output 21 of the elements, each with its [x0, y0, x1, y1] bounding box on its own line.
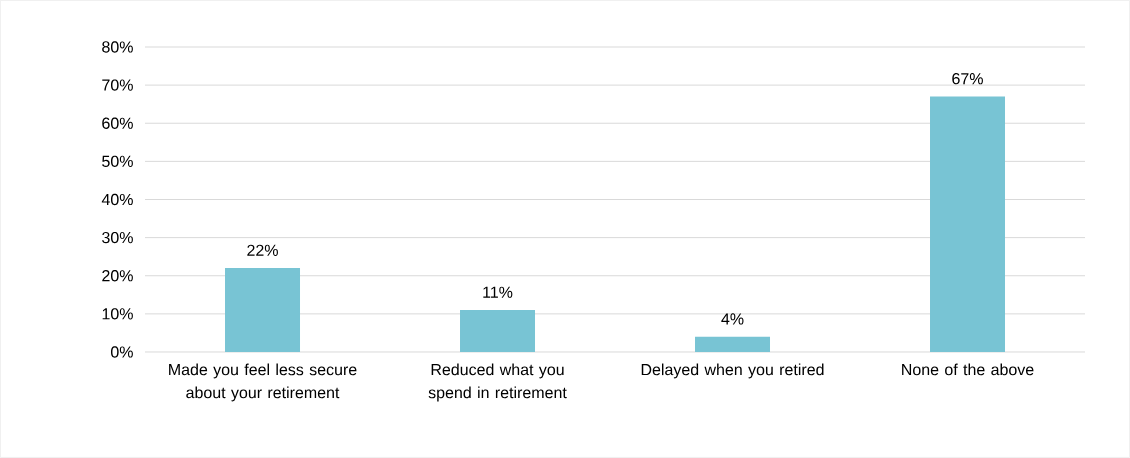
data-label: 22% — [247, 244, 278, 256]
y-tick-label: 20% — [102, 270, 133, 282]
bar — [930, 96, 1006, 352]
bar — [225, 268, 301, 352]
y-tick-label: 30% — [102, 231, 133, 244]
data-label: 67% — [952, 73, 983, 85]
y-tick-label: 70% — [102, 79, 133, 91]
bar — [695, 336, 771, 352]
data-label: 11% — [483, 286, 513, 298]
bar — [460, 310, 536, 352]
x-tick-label: Made you feel less secure about your retirement — [169, 363, 357, 402]
y-tick-label: 40% — [101, 193, 133, 206]
x-tick-label: Reduced what you spend in retirement — [428, 363, 567, 402]
y-tick-label: 60% — [102, 117, 133, 129]
y-tick-label: 50% — [102, 155, 133, 168]
data-label: 4% — [721, 313, 744, 325]
y-tick-label: 80% — [102, 41, 133, 53]
y-tick-label: 10% — [102, 308, 133, 320]
y-tick-label: 0% — [110, 346, 133, 358]
x-tick-label: None of the above — [902, 363, 1034, 376]
x-tick-label: Delayed when you retired — [641, 363, 824, 379]
